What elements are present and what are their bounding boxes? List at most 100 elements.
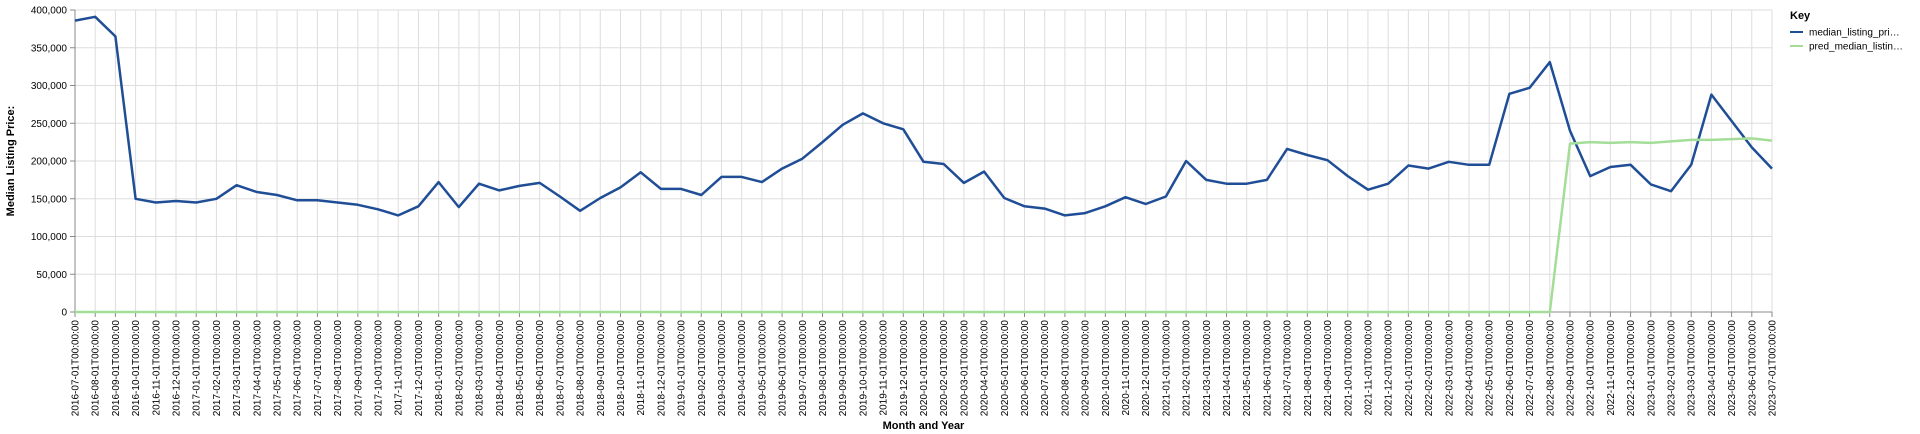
x-tick-label: 2019-09-01T00:00:00	[838, 320, 849, 417]
x-tick-label: 2021-01-01T00:00:00	[1161, 320, 1172, 417]
x-tick-label: 2020-12-01T00:00:00	[1141, 320, 1152, 417]
y-tick-label: 300,000	[31, 81, 68, 92]
y-tick-label: 50,000	[36, 270, 67, 281]
x-tick-label: 2020-03-01T00:00:00	[959, 320, 970, 417]
x-tick-label: 2020-07-01T00:00:00	[1040, 320, 1051, 417]
y-tick-label: 250,000	[31, 119, 68, 130]
x-tick-label: 2019-03-01T00:00:00	[717, 320, 728, 417]
x-tick-label: 2022-03-01T00:00:00	[1444, 320, 1455, 417]
x-tick-label: 2017-02-01T00:00:00	[212, 320, 223, 417]
x-tick-label: 2019-10-01T00:00:00	[858, 320, 869, 417]
x-tick-label: 2017-12-01T00:00:00	[414, 320, 425, 417]
x-tick-label: 2022-07-01T00:00:00	[1525, 320, 1536, 417]
x-tick-label: 2020-05-01T00:00:00	[1000, 320, 1011, 417]
x-tick-label: 2017-08-01T00:00:00	[333, 320, 344, 417]
legend[interactable]: Key median_listing_pri… pred_median_listi…	[1790, 10, 1903, 53]
x-tick-label: 2021-10-01T00:00:00	[1343, 320, 1354, 417]
x-tick-label: 2019-02-01T00:00:00	[697, 320, 708, 417]
x-tick-label: 2018-02-01T00:00:00	[454, 320, 465, 417]
x-tick-label: 2023-02-01T00:00:00	[1666, 320, 1677, 417]
x-tick-label: 2016-11-01T00:00:00	[151, 320, 162, 416]
legend-label: pred_median_listin…	[1809, 42, 1903, 53]
x-tick-label: 2022-08-01T00:00:00	[1545, 320, 1556, 417]
x-tick-label: 2016-07-01T00:00:00	[71, 320, 82, 417]
x-tick-label: 2020-10-01T00:00:00	[1101, 320, 1112, 417]
x-tick-label: 2021-06-01T00:00:00	[1262, 320, 1273, 417]
x-tick-label: 2017-07-01T00:00:00	[313, 320, 324, 417]
series-lines	[74, 15, 1773, 314]
x-tick-label: 2023-07-01T00:00:00	[1768, 320, 1779, 417]
x-tick-label: 2020-04-01T00:00:00	[980, 320, 991, 417]
x-tick-label: 2018-04-01T00:00:00	[495, 320, 506, 417]
x-tick-label: 2018-06-01T00:00:00	[535, 320, 546, 417]
y-tick-label: 400,000	[31, 6, 68, 17]
series-line-2	[75, 137, 1773, 314]
legend-title: Key	[1790, 10, 1811, 22]
x-tick-label: 2021-03-01T00:00:00	[1202, 320, 1213, 417]
x-tick-label: 2023-01-01T00:00:00	[1646, 320, 1657, 417]
x-tick-label: 2019-12-01T00:00:00	[899, 320, 910, 417]
x-tick-label: 2022-04-01T00:00:00	[1464, 320, 1475, 417]
x-axis-title: Month and Year	[883, 420, 965, 432]
x-tick-label: 2017-09-01T00:00:00	[353, 320, 364, 417]
y-tick-label: 150,000	[31, 194, 68, 205]
x-tick-label: 2017-05-01T00:00:00	[273, 320, 284, 417]
x-tick-label: 2016-08-01T00:00:00	[91, 320, 102, 417]
x-tick-label: 2018-10-01T00:00:00	[616, 320, 627, 417]
x-tick-label: 2019-05-01T00:00:00	[757, 320, 768, 417]
legend-label: median_listing_pri…	[1809, 28, 1900, 39]
x-tick-label: 2019-07-01T00:00:00	[798, 320, 809, 417]
y-tick-label: 100,000	[31, 232, 68, 243]
x-tick-label: 2017-11-01T00:00:00	[394, 320, 405, 416]
x-tick-label: 2019-01-01T00:00:00	[677, 320, 688, 417]
x-tick-label: 2021-02-01T00:00:00	[1182, 320, 1193, 417]
x-tick-label: 2016-12-01T00:00:00	[172, 320, 183, 417]
x-tick-label: 2017-06-01T00:00:00	[293, 320, 304, 417]
x-tick-label: 2019-11-01T00:00:00	[879, 320, 890, 416]
x-tick-label: 2018-09-01T00:00:00	[596, 320, 607, 417]
x-tick-label: 2023-03-01T00:00:00	[1687, 320, 1698, 417]
x-tick-label: 2018-07-01T00:00:00	[555, 320, 566, 417]
x-tick-label: 2022-01-01T00:00:00	[1404, 320, 1415, 417]
x-tick-label: 2018-01-01T00:00:00	[434, 320, 445, 417]
y-tick-label: 200,000	[31, 157, 68, 168]
x-tick-label: 2021-11-01T00:00:00	[1363, 320, 1374, 416]
x-tick-label: 2017-04-01T00:00:00	[252, 320, 263, 417]
y-axis-ticks: 0 50,000 100,000 150,000 200,000 250,000 300,0…	[31, 6, 75, 319]
series-line-1	[74, 15, 1773, 217]
x-tick-label: 2017-01-01T00:00:00	[192, 320, 203, 417]
x-tick-label: 2020-02-01T00:00:00	[939, 320, 950, 417]
x-tick-label: 2021-12-01T00:00:00	[1384, 320, 1395, 417]
x-tick-label: 2022-02-01T00:00:00	[1424, 320, 1435, 417]
x-tick-label: 2023-05-01T00:00:00	[1727, 320, 1738, 417]
y-tick-label: 0	[61, 308, 67, 319]
x-tick-label: 2019-04-01T00:00:00	[737, 320, 748, 417]
x-tick-label: 2021-08-01T00:00:00	[1303, 320, 1314, 417]
x-tick-label: 2021-07-01T00:00:00	[1283, 320, 1294, 417]
y-tick-label: 350,000	[31, 43, 68, 54]
x-tick-label: 2016-10-01T00:00:00	[131, 320, 142, 417]
x-tick-label: 2022-11-01T00:00:00	[1606, 320, 1617, 416]
y-axis-title: Median Listing Price:	[5, 106, 17, 217]
x-tick-label: 2022-12-01T00:00:00	[1626, 320, 1637, 417]
x-tick-label: 2020-06-01T00:00:00	[1020, 320, 1031, 417]
x-axis-ticks: 2016-07-01T00:00:00 2016-08-01T00:00:00 20…	[71, 312, 1779, 416]
x-tick-label: 2022-09-01T00:00:00	[1565, 320, 1576, 417]
x-tick-label: 2017-03-01T00:00:00	[232, 320, 243, 417]
x-tick-label: 2020-08-01T00:00:00	[1060, 320, 1071, 417]
x-tick-label: 2020-11-01T00:00:00	[1121, 320, 1132, 416]
x-tick-label: 2018-08-01T00:00:00	[576, 320, 587, 417]
x-tick-label: 2016-09-01T00:00:00	[111, 320, 122, 417]
x-tick-label: 2022-05-01T00:00:00	[1485, 320, 1496, 417]
x-tick-label: 2018-11-01T00:00:00	[636, 320, 647, 416]
x-tick-label: 2018-12-01T00:00:00	[656, 320, 667, 417]
x-tick-label: 2020-09-01T00:00:00	[1081, 320, 1092, 417]
x-tick-label: 2022-06-01T00:00:00	[1505, 320, 1516, 417]
x-tick-label: 2021-05-01T00:00:00	[1242, 320, 1253, 417]
x-tick-label: 2023-04-01T00:00:00	[1707, 320, 1718, 417]
x-tick-label: 2019-08-01T00:00:00	[818, 320, 829, 417]
x-tick-label: 2022-10-01T00:00:00	[1586, 320, 1597, 417]
x-tick-label: 2023-06-01T00:00:00	[1747, 320, 1758, 417]
x-tick-label: 2021-04-01T00:00:00	[1222, 320, 1233, 417]
